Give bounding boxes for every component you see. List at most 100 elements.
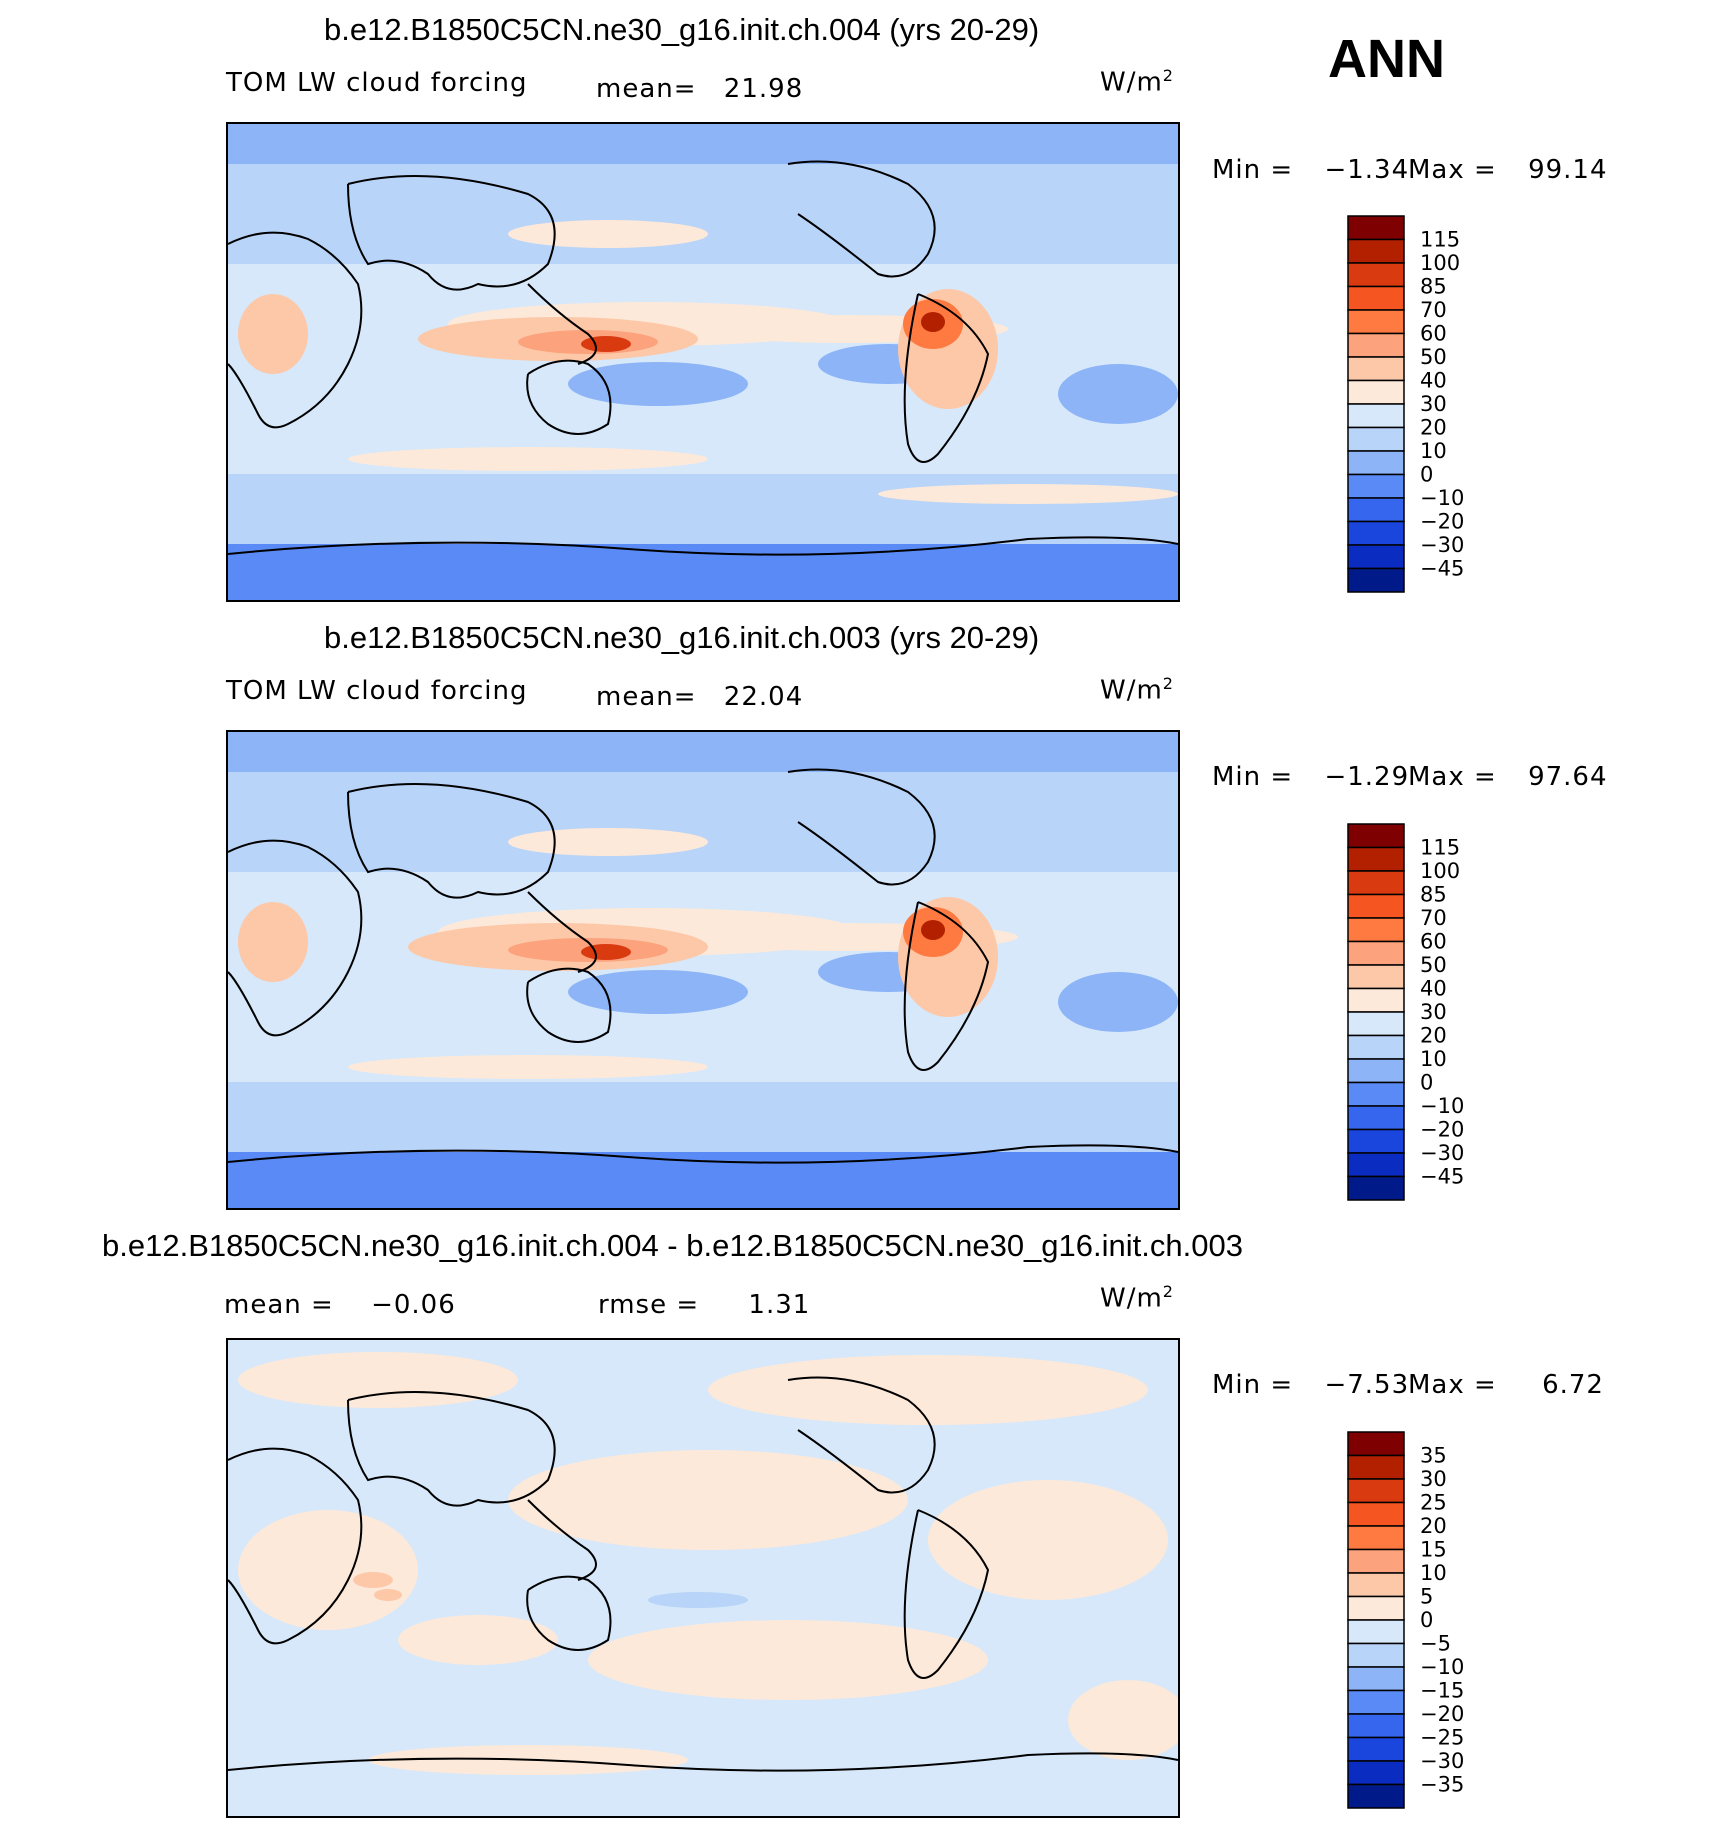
colorbar-swatch	[1347, 1760, 1405, 1786]
panel-3-max: Max = 6.72	[1408, 1370, 1604, 1400]
panel-2-title: b.e12.B1850C5CN.ne30_g16.init.ch.003 (yr…	[324, 620, 1040, 655]
panel-3-min-label: Min =	[1212, 1370, 1294, 1400]
map-arctic-band	[228, 124, 1178, 164]
colorbar-tick-label: 70	[1420, 906, 1447, 930]
colorbar-swatch	[1347, 1501, 1405, 1527]
map-warm-patch	[238, 294, 308, 374]
colorbar-tick-label: −45	[1420, 1165, 1464, 1189]
panel-1-units-base: W/m	[1100, 67, 1163, 98]
colorbar-swatch	[1347, 917, 1405, 943]
colorbar-swatch	[1347, 473, 1405, 499]
colorbar-swatch	[1347, 544, 1405, 570]
colorbar-swatch	[1347, 846, 1405, 872]
map-southern-patch	[348, 1055, 708, 1079]
panel-3-max-label: Max =	[1408, 1370, 1497, 1400]
colorbar-tick-label: 40	[1420, 369, 1447, 393]
panel-3-map	[226, 1338, 1180, 1818]
coast-se-asia	[527, 891, 597, 973]
map-blue-patch	[1058, 364, 1178, 424]
panel-2-min-value: −1.29	[1324, 762, 1410, 792]
map-blue-patch	[1058, 972, 1178, 1032]
panel-1-title: b.e12.B1850C5CN.ne30_g16.init.ch.004 (yr…	[324, 12, 1040, 47]
colorbar-tick-label: 0	[1420, 1071, 1433, 1095]
map-hot-core	[921, 920, 945, 940]
panel-3-units: W/m2	[1100, 1282, 1174, 1314]
colorbar-swatch	[1347, 285, 1405, 311]
colorbar-swatch	[1347, 893, 1405, 919]
panel-2-mean-value: 22.04	[723, 682, 804, 712]
colorbar-tick-label: 10	[1420, 439, 1447, 463]
colorbar-tick-label: −20	[1420, 1702, 1464, 1726]
colorbar-swatch	[1347, 1454, 1405, 1480]
coastlines	[228, 1376, 1178, 1772]
colorbar-tick-label: −30	[1420, 533, 1464, 557]
colorbar-swatch	[1347, 1478, 1405, 1504]
panel-3-units-exp: 2	[1162, 1282, 1174, 1301]
map-southern-band	[228, 1092, 1178, 1152]
colorbar-tick-label: 100	[1420, 251, 1460, 275]
map-positive-patch	[1068, 1680, 1178, 1760]
colorbar-tick-label: 60	[1420, 322, 1447, 346]
colorbar-swatch	[1347, 403, 1405, 429]
map-positive-patch	[238, 1352, 518, 1408]
coast-north-america	[787, 768, 936, 886]
panel-2-mean: mean= 22.04	[596, 682, 803, 712]
colorbar-tick-label: 20	[1420, 1024, 1447, 1048]
colorbar-tick-label: −25	[1420, 1726, 1464, 1750]
panel-1-mean-value: 21.98	[723, 74, 804, 104]
panel-1-mean-label: mean=	[596, 74, 697, 104]
colorbar-tick-label: −10	[1420, 1094, 1464, 1118]
map-blue-patch	[568, 970, 748, 1014]
colorbar-swatch	[1347, 1175, 1405, 1201]
colorbar-tick-label: −10	[1420, 1655, 1464, 1679]
panel-2-max-value: 97.64	[1528, 762, 1608, 792]
colorbar-tick-label: 30	[1420, 1467, 1447, 1491]
coast-south-america	[903, 901, 990, 1071]
coast-south-america	[903, 293, 990, 463]
coast-antarctica	[228, 536, 1178, 556]
panel-2-map-svg	[228, 732, 1178, 1208]
panel-2-colorbar: 115 100 85 70 60 50 40 30 20 10 0 −10 −20 −30 −45	[1346, 822, 1516, 1202]
colorbar-tick-label: 70	[1420, 298, 1447, 322]
map-southern-patch	[878, 484, 1178, 504]
colorbar-tick-label: 115	[1420, 836, 1460, 860]
colorbar-tick-label: −5	[1420, 1632, 1451, 1656]
colorbar-tick-label: −30	[1420, 1749, 1464, 1773]
colorbar-tick-label: 100	[1420, 859, 1460, 883]
map-warm-spot	[374, 1589, 402, 1601]
map-antarctic-band	[228, 1789, 1168, 1816]
colorbar-tick-label: 115	[1420, 228, 1460, 252]
map-positive-patch	[508, 1450, 908, 1550]
colorbar-swatch	[1347, 1548, 1405, 1574]
colorbar-tick-label: 30	[1420, 392, 1447, 416]
colorbar-swatch	[1347, 1128, 1405, 1154]
colorbar-tick-label: 50	[1420, 953, 1447, 977]
panel-2-units: W/m2	[1100, 674, 1174, 706]
colorbar-tick-label: 30	[1420, 1000, 1447, 1024]
panel-3-min: Min = −7.53	[1212, 1370, 1409, 1400]
map-north-band	[228, 164, 1178, 194]
colorbar-swatch	[1347, 1034, 1405, 1060]
colorbar-tick-label: 50	[1420, 345, 1447, 369]
panel-2-units-base: W/m	[1100, 675, 1163, 706]
colorbar-swatch	[1347, 262, 1405, 288]
coast-antarctica	[228, 1752, 1178, 1772]
panel-2-min: Min = −1.29	[1212, 762, 1409, 792]
colorbar-tick-label: −10	[1420, 486, 1464, 510]
map-hot-core	[921, 312, 945, 332]
panel-3-min-value: −7.53	[1324, 1370, 1410, 1400]
colorbar-swatch	[1347, 1689, 1405, 1715]
colorbar-tick-label: 20	[1420, 416, 1447, 440]
colorbar-swatch	[1347, 1431, 1405, 1457]
colorbar-tick-label: 85	[1420, 883, 1447, 907]
coast-north-america	[787, 160, 936, 278]
colorbar-tick-label: −15	[1420, 1679, 1464, 1703]
panel-1-max-label: Max =	[1408, 155, 1497, 185]
map-positive-patch	[928, 1480, 1168, 1600]
map-positive-patch	[708, 1355, 1148, 1425]
season-label: ANN	[1328, 29, 1445, 89]
panel-1-units-exp: 2	[1162, 66, 1174, 85]
colorbar-tick-label: 15	[1420, 1538, 1447, 1562]
panel-2-max-label: Max =	[1408, 762, 1497, 792]
